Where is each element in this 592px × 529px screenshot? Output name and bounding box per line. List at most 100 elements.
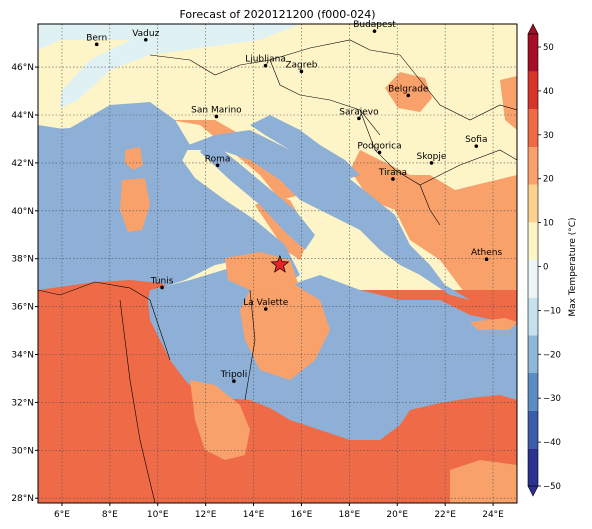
sea-tyrrhenian <box>38 102 190 210</box>
lon-axis: 6°E 8°E 10°E 12°E 14°E 16°E 18°E 20°E 22°E 24°E <box>54 503 504 520</box>
lat-tick-label: 44°N <box>11 111 34 121</box>
lon-tick-label: 12°E <box>195 510 217 520</box>
island-corsica <box>125 147 143 170</box>
city-dot <box>372 29 377 33</box>
warm-zone-east <box>500 76 517 130</box>
city-dot <box>214 114 219 119</box>
colorbar-segment <box>528 34 538 72</box>
colorbar-tick-label: −30 <box>543 394 561 404</box>
city-label: Tripoli <box>220 370 248 380</box>
city-dot <box>263 63 268 68</box>
lat-tick-label: 36°N <box>11 303 34 313</box>
map-frame <box>37 23 518 504</box>
colorbar-tick-label: 0 <box>543 263 548 273</box>
colorbar-extend-max <box>527 23 539 35</box>
warm-zone-libya <box>190 380 250 460</box>
colorbar-tick-label: 50 <box>543 43 554 53</box>
colorbar-tick-label: 40 <box>543 87 554 97</box>
city-label: Podgorica <box>357 141 401 151</box>
colorbar-segment <box>528 335 538 373</box>
city-dot <box>94 42 99 47</box>
colorbar-segment <box>528 184 538 223</box>
island-crete <box>470 318 517 330</box>
lon-tick-label: 14°E <box>243 510 265 520</box>
city-label: Sarajevo <box>339 107 379 117</box>
cold-zone <box>38 24 300 108</box>
colorbar-segment <box>528 373 538 411</box>
colorbar-extend-min <box>527 485 539 497</box>
city-label: Budapest <box>353 20 396 30</box>
colorbar-tick-label: −10 <box>543 306 561 316</box>
city-dot <box>263 307 268 311</box>
colorbar-segment <box>528 448 538 486</box>
lon-tick-label: 20°E <box>386 510 408 520</box>
city-dot <box>484 257 489 261</box>
colorbar-segment <box>528 71 538 110</box>
lon-tick-label: 16°E <box>291 510 313 520</box>
lat-tick-label: 30°N <box>11 446 34 456</box>
warm-zone-italy <box>170 120 300 200</box>
colorbar-segment <box>528 410 538 449</box>
lon-tick-label: 8°E <box>102 510 118 520</box>
colorbar-tick-label: 20 <box>543 175 554 185</box>
warm-zone-tunisia <box>240 285 330 380</box>
city-dot <box>474 144 479 148</box>
lon-tick-label: 22°E <box>434 510 456 520</box>
plot-title: Forecast of 2020121200 (f000-024) <box>179 8 376 21</box>
colorbar-segment <box>528 109 538 147</box>
city-label: Belgrade <box>388 84 429 94</box>
star-marker-shape <box>270 254 290 273</box>
city-label: Tunis <box>150 276 174 286</box>
colorbar-segment <box>528 260 538 298</box>
city-dot <box>429 161 434 165</box>
lat-tick-label: 28°N <box>11 494 34 504</box>
colorbar-frame <box>527 33 539 487</box>
lat-tick-label: 40°N <box>11 207 34 217</box>
lon-tick-label: 6°E <box>54 510 70 520</box>
colorbar-label: Max Temperature (°C) <box>568 217 578 316</box>
city-dot <box>143 38 148 42</box>
colorbar-tick-label: 10 <box>543 219 554 229</box>
star-marker <box>270 254 290 273</box>
city-dot <box>377 150 382 155</box>
lat-tick-label: 46°N <box>11 63 34 73</box>
sea-adriatic <box>175 115 470 300</box>
lat-tick-label: 32°N <box>11 398 34 408</box>
city-dot <box>215 163 220 168</box>
colorbar-tick-label: −50 <box>543 482 561 492</box>
city-dot <box>357 116 361 121</box>
city-dot <box>232 379 236 383</box>
city-label: Bern <box>86 33 107 43</box>
city-dot <box>160 285 164 290</box>
lon-tick-label: 18°E <box>339 510 361 520</box>
city-dot <box>391 177 395 181</box>
warm-zone-egypt <box>450 460 517 503</box>
colorbar: 50 40 30 20 10 0 −10 −20 −30 −40 −50 <box>527 23 561 497</box>
lat-tick-label: 34°N <box>11 351 34 361</box>
colorbar-tick-label: 30 <box>543 131 554 141</box>
city-label: Skopje <box>417 152 447 162</box>
city-label: Vaduz <box>132 29 159 39</box>
colorbar-segment <box>528 222 538 260</box>
colorbar-segment <box>528 297 538 336</box>
lon-tick-label: 10°E <box>147 510 169 520</box>
city-dot <box>406 93 411 98</box>
graticule <box>38 24 517 503</box>
city-dot <box>299 69 304 74</box>
lat-tick-label: 42°N <box>11 159 34 169</box>
colorbar-segment <box>528 147 538 185</box>
map-layers <box>38 24 517 503</box>
city-label: San Marino <box>191 105 242 115</box>
city-label: Roma <box>205 154 231 164</box>
lat-tick-label: 38°N <box>11 255 34 265</box>
warm-zone-serbia <box>385 72 432 112</box>
city-label: Zagreb <box>285 60 317 70</box>
city-label: Sofia <box>465 135 487 145</box>
city-label: Tirana <box>378 168 407 178</box>
warm-zone-balkans <box>350 150 517 300</box>
lat-axis: 46°N 44°N 42°N 40°N 38°N 36°N 34°N 32°N 30°N 28°N <box>11 63 38 504</box>
lon-tick-label: 24°E <box>482 510 504 520</box>
